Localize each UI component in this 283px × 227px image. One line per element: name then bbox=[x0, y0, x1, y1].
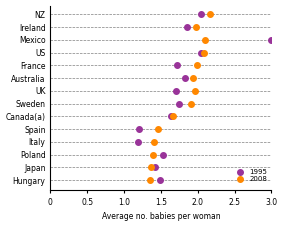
X-axis label: Average no. babies per woman: Average no. babies per woman bbox=[102, 212, 220, 222]
Legend: 1995, 2008: 1995, 2008 bbox=[233, 168, 268, 183]
